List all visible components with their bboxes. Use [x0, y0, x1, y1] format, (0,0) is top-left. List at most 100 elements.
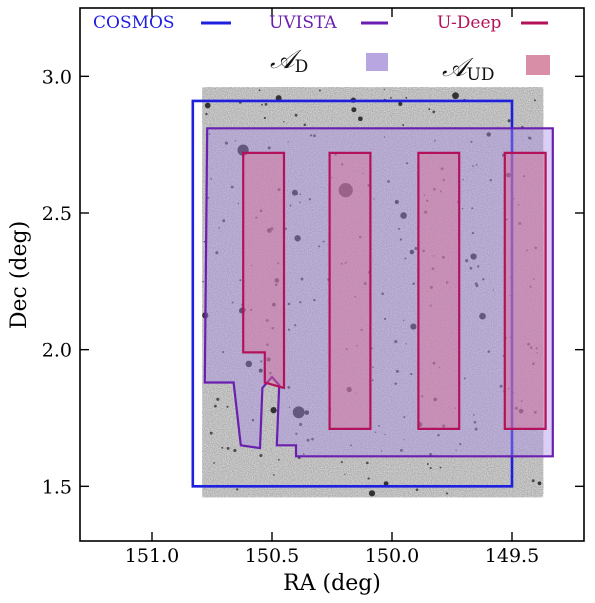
star: [264, 103, 268, 106]
star: [340, 461, 343, 464]
star: [251, 264, 253, 266]
star: [294, 324, 297, 327]
star: [221, 446, 224, 449]
star: [346, 386, 352, 393]
star: [383, 317, 387, 321]
star: [237, 202, 240, 205]
star: [362, 172, 364, 175]
star: [210, 178, 213, 180]
legend-label-uvista: UVISTA: [269, 13, 337, 33]
star: [431, 267, 435, 270]
star: [486, 132, 491, 137]
star: [283, 121, 285, 123]
region-u-deep-3: [417, 151, 461, 430]
star: [527, 342, 531, 346]
star: [208, 133, 211, 135]
star: [270, 227, 274, 231]
star: [520, 400, 523, 403]
x-tick-label: 151.0: [125, 545, 179, 567]
star: [209, 431, 213, 435]
star: [533, 410, 537, 414]
star: [398, 101, 403, 106]
star: [455, 449, 457, 451]
star: [402, 124, 405, 126]
star: [267, 146, 271, 150]
star: [518, 408, 524, 414]
star: [230, 185, 234, 189]
star: [474, 427, 478, 431]
star: [378, 425, 380, 427]
star: [412, 282, 415, 285]
star: [260, 360, 263, 363]
star: [383, 136, 386, 138]
star: [475, 284, 479, 288]
star: [258, 89, 261, 92]
star: [509, 295, 511, 297]
star: [437, 433, 440, 437]
star: [397, 227, 401, 231]
star: [215, 251, 219, 255]
star: [266, 343, 269, 346]
star: [287, 328, 290, 331]
star: [517, 203, 520, 206]
star: [426, 199, 429, 202]
star: [374, 431, 377, 433]
star: [476, 265, 480, 268]
star: [383, 88, 385, 91]
star: [533, 99, 536, 102]
star: [441, 255, 445, 259]
star: [426, 463, 429, 465]
star: [363, 282, 367, 285]
star: [414, 247, 418, 250]
star: [258, 368, 263, 373]
star: [299, 201, 301, 204]
star: [272, 302, 276, 307]
star: [204, 102, 211, 109]
star: [535, 347, 538, 350]
star: [311, 437, 314, 441]
star: [523, 175, 526, 178]
star: [390, 96, 392, 99]
star: [429, 304, 432, 307]
star: [513, 198, 515, 200]
y-tick-label: 1.5: [42, 476, 72, 498]
star: [313, 298, 316, 302]
star: [439, 190, 442, 193]
star: [245, 360, 253, 368]
star: [239, 279, 242, 282]
star: [295, 432, 298, 435]
star: [479, 312, 486, 320]
star: [415, 488, 419, 492]
star: [487, 350, 491, 353]
star: [222, 219, 226, 223]
star: [518, 221, 522, 225]
star: [394, 382, 397, 385]
star: [287, 302, 291, 306]
star: [537, 481, 542, 486]
y-tick-label: 2.0: [42, 340, 72, 362]
star: [308, 198, 311, 201]
star: [318, 245, 321, 248]
star: [452, 92, 459, 100]
star: [387, 180, 390, 183]
star: [270, 407, 277, 414]
star: [410, 323, 417, 330]
star: [432, 361, 436, 365]
star: [507, 119, 511, 123]
star: [526, 249, 528, 252]
legend-patch-ad: [366, 53, 388, 71]
star: [394, 199, 399, 205]
star: [482, 278, 485, 281]
star: [274, 283, 278, 287]
star: [383, 481, 389, 486]
star: [299, 422, 303, 426]
star: [224, 141, 228, 145]
star: [214, 404, 217, 408]
star: [421, 395, 424, 398]
star: [373, 198, 375, 200]
legend-label-udeep: U-Deep: [437, 13, 502, 33]
star: [505, 218, 508, 221]
star: [372, 366, 374, 368]
star: [259, 209, 263, 213]
star: [433, 255, 435, 257]
